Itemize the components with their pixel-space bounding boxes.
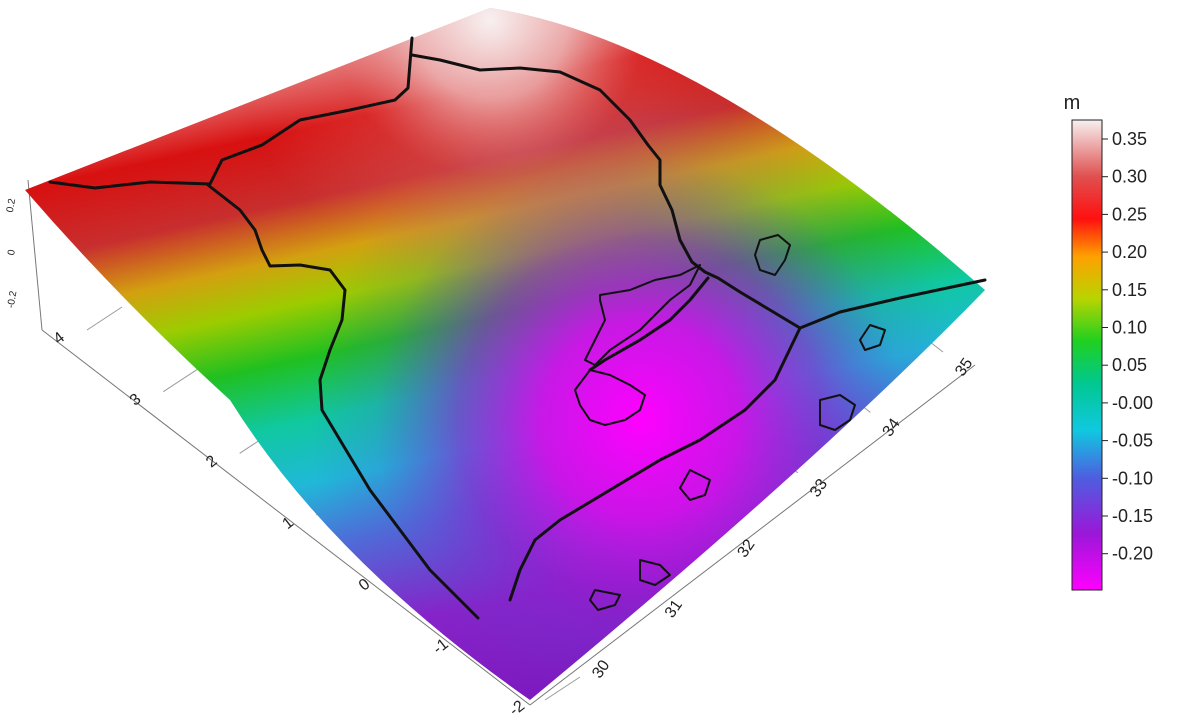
longitude-tick-label: 30 (589, 657, 613, 681)
longitude-tick-label: 35 (952, 355, 976, 379)
colorbar-tick-label: -0.10 (1112, 468, 1153, 488)
longitude-tick-label: 31 (662, 597, 686, 621)
colorbar-tick-label: 0.10 (1112, 318, 1147, 338)
z-axis-line (27, 179, 43, 331)
colorbar: m 0.35 0.30 0.25 0.20 0.15 0.10 0.05 -0.00 -0.05… (1064, 92, 1153, 591)
country-borders (48, 36, 987, 620)
latitude-tick-label: 2 (203, 452, 221, 471)
colorbar-tick-label: 0.15 (1112, 280, 1147, 300)
colorbar-tick-label: -0.00 (1112, 393, 1153, 413)
colorbar-tick-label: -0.20 (1112, 544, 1153, 564)
colorbar-ticks: 0.35 0.30 0.25 0.20 0.15 0.10 0.05 -0.00 -0.05 -0… (1102, 129, 1153, 564)
z-tick-label: 0.2 (5, 197, 18, 213)
longitude-tick-label: 32 (734, 536, 758, 560)
colorbar-tick-label: 0.25 (1112, 204, 1147, 224)
latitude-grid-line (544, 676, 581, 701)
elevation-surface (25, 8, 985, 700)
z-tick-label: -0.2 (6, 290, 20, 309)
latitude-tick-label: 4 (50, 329, 68, 348)
z-tick-label: 0 (6, 248, 18, 256)
colorbar-tick-label: 0.30 (1112, 167, 1147, 187)
front-right-axis-line (529, 364, 976, 706)
colorbar-gradient (1071, 119, 1103, 591)
front-left-axis-line (41, 329, 531, 706)
colorbar-tick-label: -0.05 (1112, 431, 1153, 451)
latitude-tick-label: 0 (356, 576, 374, 595)
latitude-tick-label: -1 (430, 636, 452, 658)
z-axis-labels: 0.2 0 -0.2 (5, 197, 20, 309)
lake-coastlines (574, 234, 886, 611)
colorbar-tick-label: 0.05 (1112, 355, 1147, 375)
longitude-tick-label: 33 (807, 476, 831, 500)
colorbar-tick-label: 0.20 (1112, 242, 1147, 262)
latitude-grid-line (163, 368, 199, 393)
longitude-tick-label: 34 (880, 416, 904, 440)
colorbar-tick-label: -0.15 (1112, 506, 1153, 526)
colorbar-tick-label: 0.35 (1112, 129, 1147, 149)
colorbar-unit-label: m (1064, 92, 1081, 114)
latitude-grid-line (86, 306, 123, 331)
